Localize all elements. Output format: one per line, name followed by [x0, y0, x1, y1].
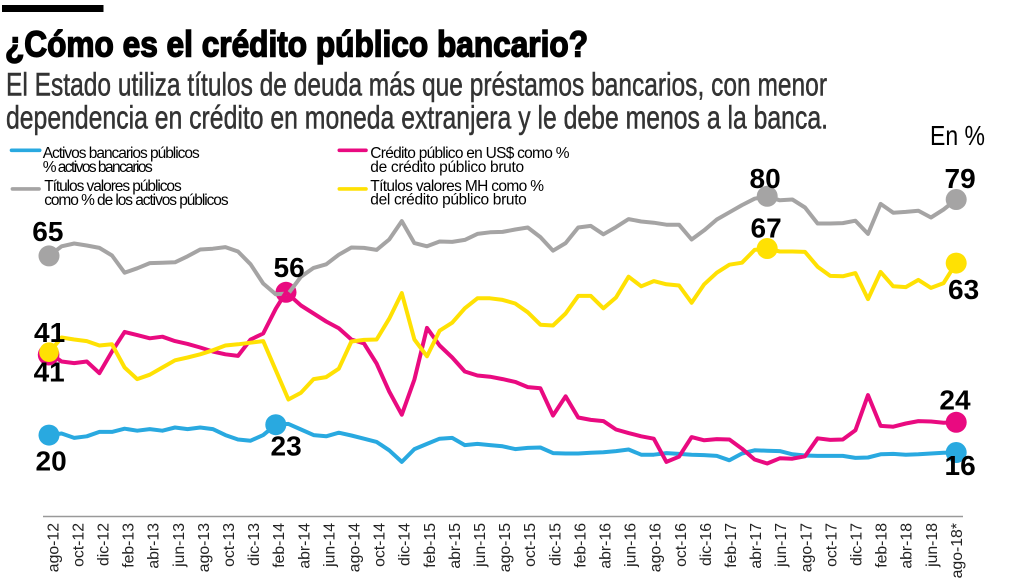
svg-text:feb-18: feb-18: [874, 523, 891, 568]
svg-text:dic-12: dic-12: [96, 523, 113, 566]
svg-text:¿Cómo es el crédito público ba: ¿Cómo es el crédito público bancario?: [5, 24, 588, 65]
svg-text:feb-16: feb-16: [572, 523, 589, 568]
svg-text:23: 23: [271, 431, 302, 462]
svg-text:56: 56: [274, 252, 305, 283]
svg-text:ago-17: ago-17: [798, 523, 815, 572]
svg-text:Títulos valores MH como %: Títulos valores MH como %: [370, 178, 544, 195]
svg-text:jun-15: jun-15: [472, 523, 489, 568]
svg-text:jun-14: jun-14: [321, 523, 338, 568]
svg-text:Crédito público en US$ como %: Crédito público en US$ como %: [370, 145, 569, 162]
svg-text:67: 67: [751, 213, 782, 244]
svg-text:ago-12: ago-12: [45, 523, 62, 572]
svg-text:ago-15: ago-15: [497, 523, 514, 572]
svg-text:En %: En %: [930, 120, 985, 151]
svg-text:feb-15: feb-15: [422, 523, 439, 568]
svg-text:abr-18: abr-18: [899, 523, 916, 569]
svg-text:El Estado utiliza títulos de d: El Estado utiliza títulos de deuda más q…: [6, 67, 827, 103]
svg-text:41: 41: [34, 317, 65, 348]
svg-text:Activos bancarios públicos: Activos bancarios públicos: [43, 145, 200, 162]
svg-text:como % de los activos públicos: como % de los activos públicos: [44, 192, 229, 209]
svg-text:79: 79: [945, 163, 976, 194]
svg-text:ago-16: ago-16: [648, 523, 665, 572]
svg-text:jun-18: jun-18: [924, 523, 941, 568]
svg-text:jun-17: jun-17: [773, 523, 790, 568]
svg-text:dependencia en crédito en mone: dependencia en crédito en moneda extranj…: [6, 100, 828, 136]
svg-text:abr-16: abr-16: [598, 523, 615, 569]
svg-text:del crédito público bruto: del crédito público bruto: [370, 192, 527, 209]
svg-text:oct-15: oct-15: [522, 523, 539, 567]
svg-text:20: 20: [36, 446, 67, 477]
svg-text:24: 24: [939, 385, 971, 416]
svg-text:abr-14: abr-14: [296, 523, 313, 569]
svg-text:ago-18*: ago-18*: [949, 523, 966, 578]
svg-text:63: 63: [948, 274, 979, 305]
svg-text:jun-13: jun-13: [171, 523, 188, 568]
svg-text:ago-13: ago-13: [196, 523, 213, 572]
svg-text:feb-17: feb-17: [723, 523, 740, 568]
svg-text:jun-16: jun-16: [623, 523, 640, 568]
svg-text:80: 80: [750, 163, 781, 194]
svg-text:oct-14: oct-14: [372, 523, 389, 567]
svg-text:abr-15: abr-15: [447, 523, 464, 569]
svg-text:oct-16: oct-16: [673, 523, 690, 567]
svg-text:% activos bancarios: % activos bancarios: [43, 159, 153, 176]
svg-text:16: 16: [945, 450, 976, 481]
svg-text:65: 65: [32, 216, 63, 247]
svg-text:abr-13: abr-13: [146, 523, 163, 569]
svg-text:feb-14: feb-14: [271, 523, 288, 568]
svg-text:41: 41: [34, 357, 65, 388]
svg-text:oct-17: oct-17: [823, 523, 840, 567]
svg-text:de crédito público bruto: de crédito público bruto: [370, 159, 524, 176]
svg-text:dic-13: dic-13: [246, 523, 263, 566]
svg-text:dic-15: dic-15: [547, 523, 564, 566]
svg-text:dic-14: dic-14: [397, 523, 414, 566]
svg-text:dic-16: dic-16: [698, 523, 715, 566]
svg-text:ago-14: ago-14: [347, 523, 364, 572]
svg-text:Títulos valores públicos: Títulos valores públicos: [44, 178, 182, 195]
svg-text:oct-12: oct-12: [70, 523, 87, 567]
svg-text:feb-13: feb-13: [121, 523, 138, 568]
svg-text:oct-13: oct-13: [221, 523, 238, 567]
svg-text:dic-17: dic-17: [849, 523, 866, 566]
svg-text:abr-17: abr-17: [748, 523, 765, 569]
